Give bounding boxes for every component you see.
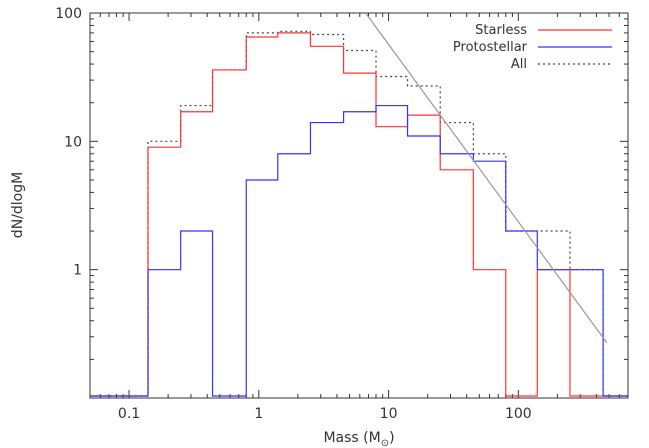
x-tick-label: 0.1 <box>118 406 140 422</box>
x-axis-label: Mass (M⊙) <box>323 430 394 448</box>
x-axis-label-sub: ⊙ <box>381 438 389 448</box>
legend: Starless Protostellar All <box>453 23 612 72</box>
y-tick-label: 100 <box>55 6 82 22</box>
y-axis-label: dN/dlogM <box>10 172 26 238</box>
series-layer <box>90 12 628 397</box>
ticks-layer: 0.1 1 10 100 1 10 100 <box>55 6 629 422</box>
plot-frame <box>89 12 629 399</box>
series-all-line <box>90 30 628 397</box>
x-tick-label: 10 <box>380 406 398 422</box>
series-starless-line <box>90 32 628 397</box>
legend-label-starless: Starless <box>475 23 527 38</box>
x-axis-label-end: ) <box>389 430 394 446</box>
legend-label-protostellar: Protostellar <box>453 40 528 55</box>
y-tick-label: 1 <box>73 263 82 279</box>
fit-line <box>365 12 608 343</box>
x-tick-label: 100 <box>505 406 532 422</box>
legend-label-all: All <box>511 57 527 72</box>
series-protostellar-line <box>90 104 628 397</box>
x-tick-label: 1 <box>254 406 263 422</box>
x-axis-label-main: Mass (M <box>323 430 380 446</box>
y-tick-label: 10 <box>64 134 82 150</box>
